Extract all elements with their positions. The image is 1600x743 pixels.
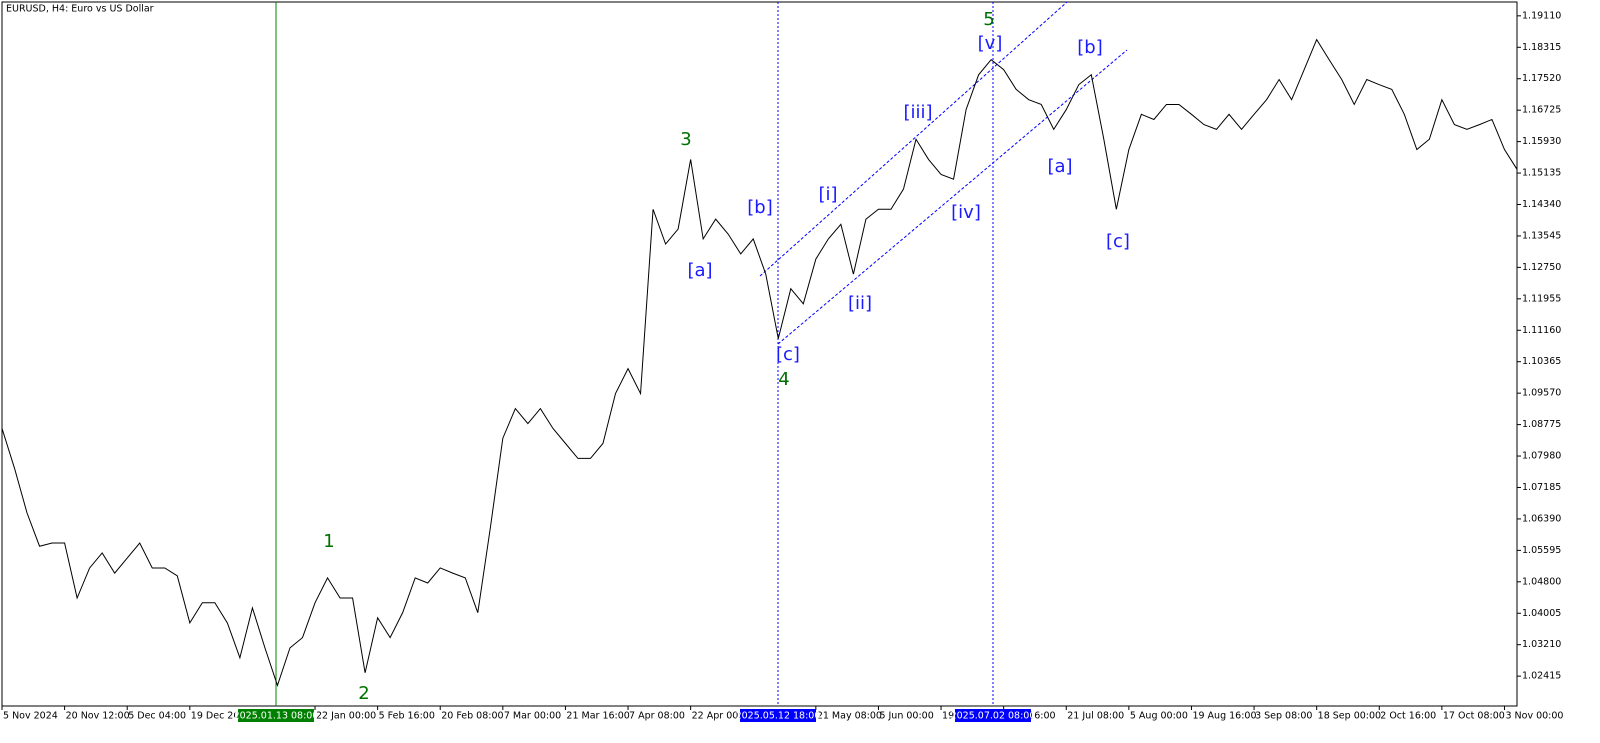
channel-line — [777, 49, 1128, 345]
crosshair-label-bg — [238, 709, 314, 722]
x-tick-label: 3 Nov 00:00 — [1505, 711, 1563, 722]
price-line — [1, 38, 1518, 688]
crosshair-label-bg — [955, 709, 1031, 722]
x-tick-label: 5 Nov 2024 — [3, 711, 58, 722]
wave-label: [i] — [818, 184, 837, 205]
x-tick-label: 21 Jul 08:00 — [1067, 711, 1124, 722]
x-tick-label: 21 Mar 16:00 — [566, 711, 629, 722]
y-tick-label: 1.07185 — [1522, 482, 1561, 493]
x-tick-label: 22 Apr 00:00 — [692, 711, 754, 722]
crosshair-label: 2025.07.02 08:00 — [951, 711, 1036, 722]
wave-label: [b] — [747, 197, 772, 218]
y-tick-label: 1.17520 — [1522, 73, 1561, 84]
wave-label: 4 — [778, 369, 789, 390]
wave-label: [a] — [1047, 156, 1072, 177]
y-tick-label: 1.18315 — [1522, 42, 1561, 53]
y-tick-label: 1.11955 — [1522, 293, 1561, 304]
y-tick-label: 1.03210 — [1522, 639, 1561, 650]
y-tick-label: 1.16725 — [1522, 105, 1561, 116]
x-tick-label: 5 Dec 04:00 — [128, 711, 186, 722]
wave-label: 5 — [983, 9, 994, 30]
y-tick-label: 1.13545 — [1522, 230, 1561, 241]
x-tick-label: 19 Dec 20:00 — [191, 711, 255, 722]
y-tick-label: 1.08775 — [1522, 419, 1561, 430]
y-tick-label: 1.04800 — [1522, 576, 1561, 587]
y-tick-label: 1.11160 — [1522, 325, 1561, 336]
x-tick-label: 5 Aug 00:00 — [1130, 711, 1188, 722]
x-tick-label: 17 Oct 08:00 — [1443, 711, 1505, 722]
wave-label: [iii] — [903, 102, 932, 123]
x-tick-label: 7 Mar 00:00 — [504, 711, 561, 722]
y-tick-label: 1.15135 — [1522, 168, 1561, 179]
x-tick-label: 21 May 08:00 — [817, 711, 882, 722]
x-tick-label: 18 Sep 00:00 — [1318, 711, 1381, 722]
x-tick-label: 20 Nov 12:00 — [66, 711, 130, 722]
wave-label: [c] — [1106, 231, 1130, 252]
crosshair-label-bg — [740, 709, 816, 722]
y-tick-label: 1.19110 — [1522, 10, 1561, 21]
wave-label: [a] — [687, 260, 712, 281]
plot-frame — [1, 1, 1518, 707]
wave-label: 3 — [680, 129, 691, 150]
x-tick-label: 5 Feb 16:00 — [379, 711, 435, 722]
x-tick-label: 19 Aug 16:00 — [1192, 711, 1256, 722]
y-tick-label: 1.14340 — [1522, 199, 1561, 210]
crosshair-label: 2025.05.12 18:00 — [736, 711, 821, 722]
channel-line — [759, 1, 1068, 277]
y-tick-label: 1.07980 — [1522, 451, 1561, 462]
y-tick-label: 1.06390 — [1522, 513, 1561, 524]
y-tick-label: 1.04005 — [1522, 608, 1561, 619]
wave-label: [ii] — [848, 293, 872, 314]
y-tick-label: 1.10365 — [1522, 356, 1561, 367]
crosshair-label: 2025.01.13 08:00 — [234, 711, 319, 722]
y-tick-label: 1.05595 — [1522, 545, 1561, 556]
x-tick-label: 2 Oct 16:00 — [1380, 711, 1436, 722]
x-tick-label: 5 Jun 00:00 — [879, 711, 933, 722]
y-tick-label: 1.02415 — [1522, 671, 1561, 682]
y-tick-label: 1.12750 — [1522, 262, 1561, 273]
y-tick-label: 1.15930 — [1522, 136, 1561, 147]
wave-label: [b] — [1077, 37, 1102, 58]
chart-title: EURUSD, H4: Euro vs US Dollar — [6, 4, 154, 15]
y-tick-label: 1.09570 — [1522, 388, 1561, 399]
x-tick-label: 22 Jan 00:00 — [316, 711, 376, 722]
wave-label: 1 — [323, 531, 334, 552]
x-tick-label: 7 Apr 08:00 — [629, 711, 685, 722]
wave-label: [v] — [978, 33, 1003, 54]
wave-label: [iv] — [951, 202, 981, 223]
wave-label: [c] — [776, 344, 800, 365]
x-tick-label: 20 Feb 08:00 — [441, 711, 503, 722]
x-tick-label: 3 Sep 08:00 — [1255, 711, 1312, 722]
wave-label: 2 — [358, 683, 369, 704]
